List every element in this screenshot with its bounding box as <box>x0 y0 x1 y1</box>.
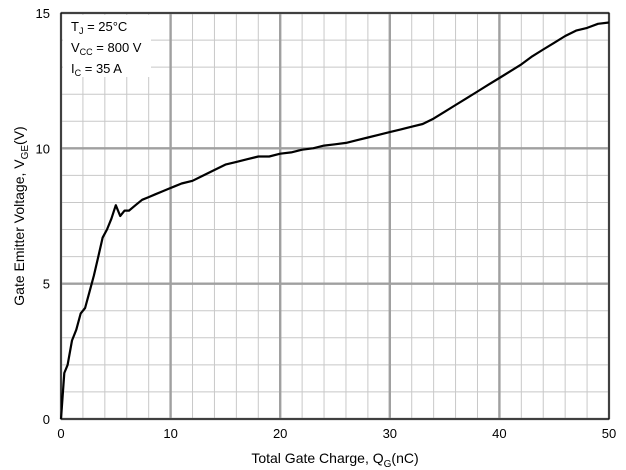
annotation-subscript: CC <box>80 47 93 57</box>
x-tick-label: 40 <box>492 426 506 441</box>
x-axis-label-main: Total Gate Charge, Q <box>251 450 383 466</box>
y-axis-label-tail: (V) <box>11 126 27 145</box>
x-axis-label-tail: (nC) <box>391 450 418 466</box>
x-tick-labels: 0 10 20 30 40 50 <box>57 426 616 441</box>
y-tick-label: 0 <box>43 412 50 427</box>
annotation-symbol: I <box>71 61 75 76</box>
annotation-subscript: C <box>75 68 82 78</box>
annotation-value: = 25°C <box>83 19 127 34</box>
minor-grid <box>61 13 609 419</box>
annotation-box <box>63 15 151 77</box>
x-tick-label: 30 <box>383 426 397 441</box>
y-tick-label: 5 <box>43 277 50 292</box>
annotation-line: TJ = 25°C <box>71 19 127 36</box>
x-tick-label: 10 <box>163 426 177 441</box>
y-tick-label: 15 <box>36 6 50 21</box>
y-tick-label: 10 <box>36 141 50 156</box>
y-tick-labels: 0 5 10 15 <box>36 6 50 427</box>
x-tick-label: 0 <box>57 426 64 441</box>
y-axis-label-sub: GE <box>20 145 31 160</box>
annotation-symbol: T <box>71 19 79 34</box>
x-axis-label-sub: G <box>384 459 392 470</box>
x-axis-label: Total Gate Charge, QG(nC) <box>251 450 418 470</box>
annotation-line: IC = 35 A <box>71 61 122 78</box>
y-axis-label: Gate Emitter Voltage, VGE(V) <box>11 126 31 305</box>
x-tick-label: 20 <box>273 426 287 441</box>
series-line <box>59 21 610 420</box>
annotation-symbol: V <box>71 40 80 55</box>
series-lines <box>59 21 610 420</box>
annotation-line: VCC = 800 V <box>71 40 142 57</box>
plot-frame <box>60 12 610 420</box>
y-axis-label-main: Gate Emitter Voltage, V <box>11 159 27 306</box>
annotation-value: = 800 V <box>93 40 142 55</box>
annotation-subscript: J <box>79 26 84 36</box>
annotation-value: = 35 A <box>81 61 122 76</box>
x-tick-label: 50 <box>602 426 616 441</box>
